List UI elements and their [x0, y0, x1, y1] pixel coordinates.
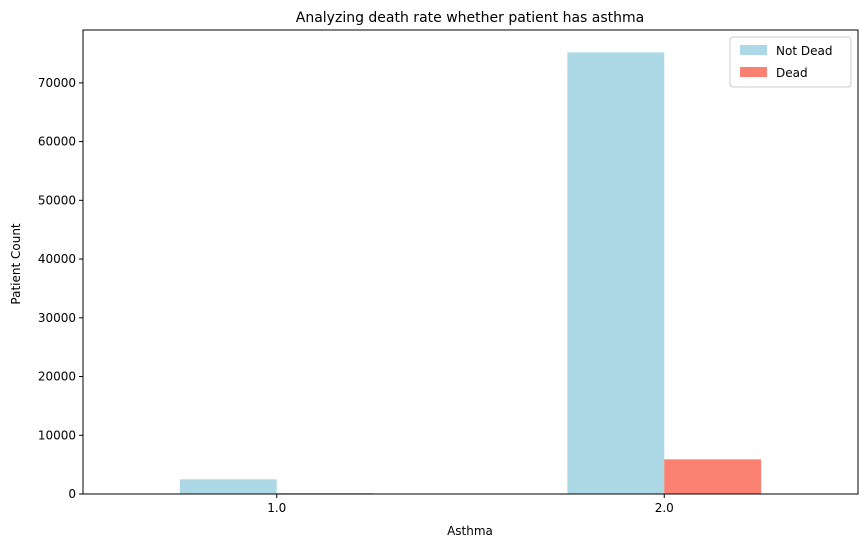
y-axis: 0 10000 20000 30000 40000 50000 60000 70000 [38, 76, 83, 501]
x-tick-label: 1.0 [267, 501, 286, 515]
y-tick-label: 0 [68, 487, 76, 501]
y-tick-label: 50000 [38, 193, 76, 207]
chart-title: Analyzing death rate whether patient has… [296, 10, 644, 26]
legend-swatch [740, 67, 767, 77]
bars-group [179, 52, 762, 494]
bar-not-dead-2-0 [567, 52, 665, 494]
x-axis-label: Asthma [447, 524, 493, 538]
legend-label: Not Dead [776, 44, 832, 58]
legend-swatch [740, 45, 767, 55]
y-tick-label: 20000 [38, 370, 76, 384]
y-axis-label: Patient Count [9, 223, 23, 305]
legend-label: Dead [776, 66, 808, 80]
plot-frame [82, 29, 859, 495]
y-tick-label: 60000 [38, 135, 76, 149]
y-tick-label: 10000 [38, 428, 76, 442]
x-tick-label: 2.0 [655, 501, 674, 515]
bar-not-dead-1-0 [179, 479, 277, 494]
x-axis: 1.0 2.0 [267, 494, 674, 515]
bar-dead-2-0 [664, 459, 762, 494]
y-tick-label: 30000 [38, 311, 76, 325]
legend: Not Dead Dead [729, 36, 852, 88]
y-tick-label: 70000 [38, 76, 76, 90]
y-tick-label: 40000 [38, 252, 76, 266]
